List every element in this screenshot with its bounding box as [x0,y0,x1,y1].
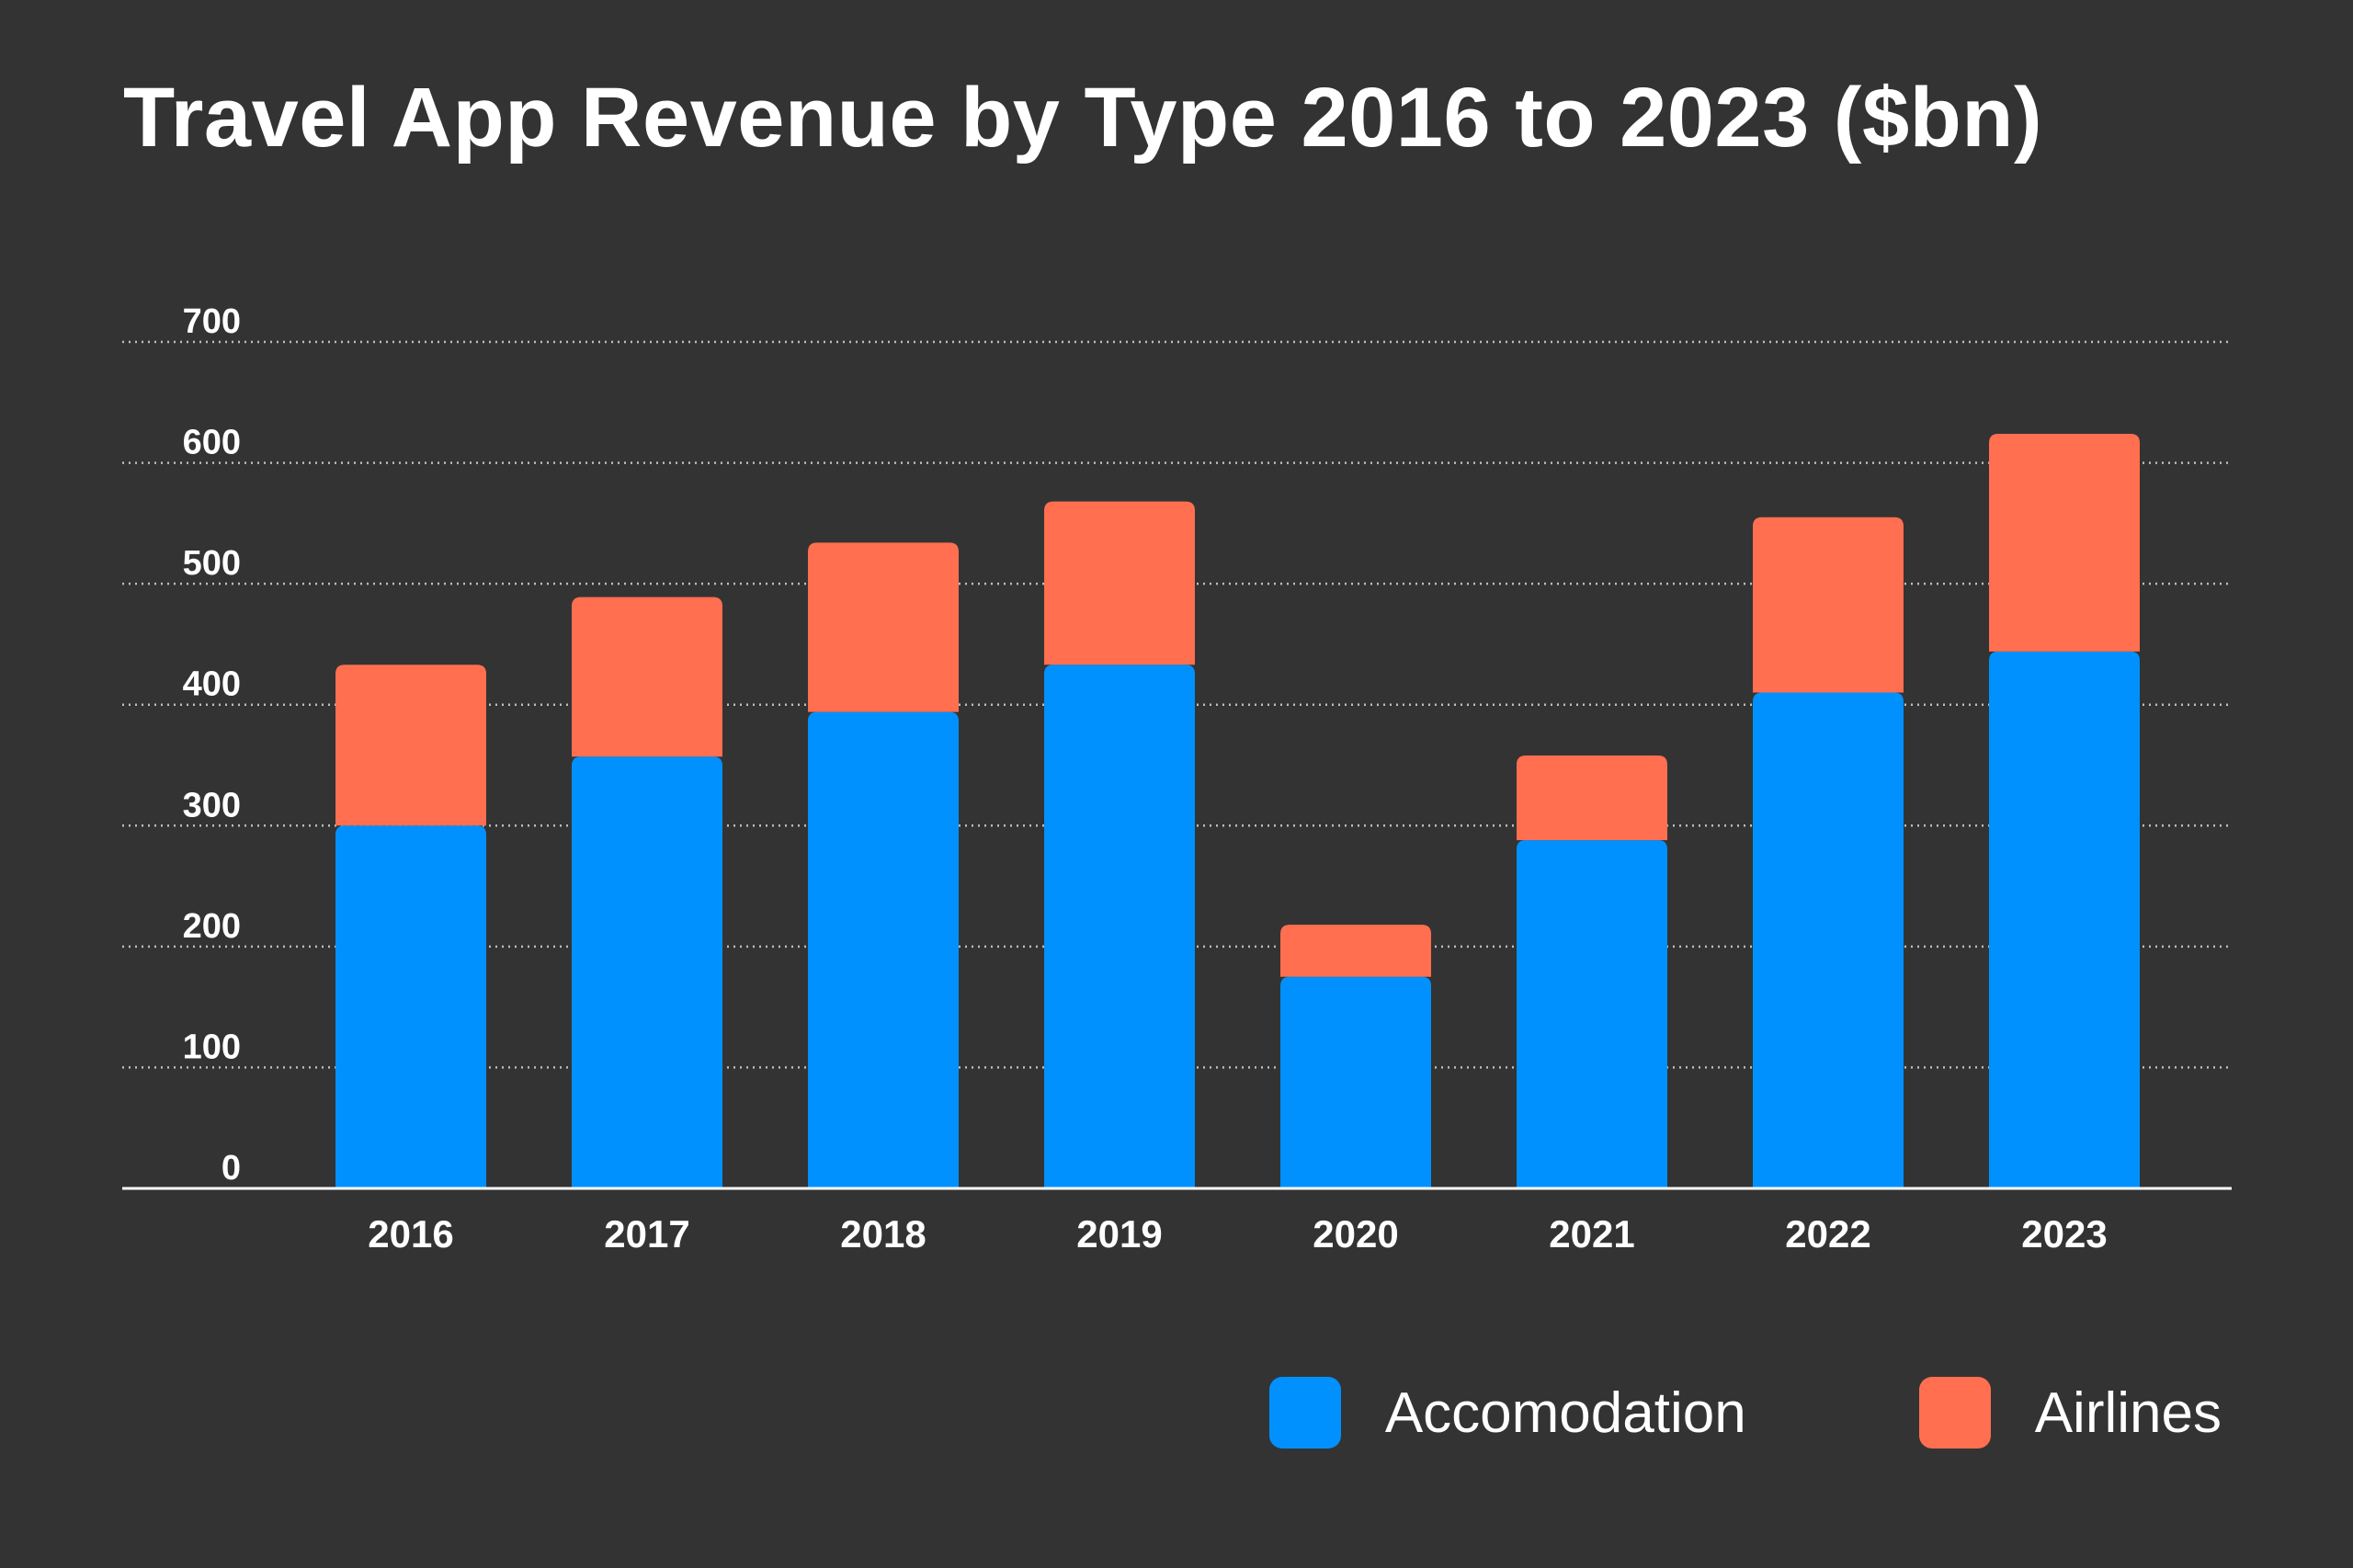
y-tick-label-200: 200 [183,907,241,946]
bar-airlines-2017 [572,597,722,757]
x-tick-label-2021: 2021 [1549,1212,1634,1256]
bar-airlines-2021 [1517,755,1667,841]
x-tick-label-2019: 2019 [1076,1212,1162,1256]
legend-swatch-airlines [1918,1377,1991,1449]
legend-swatch-accomodation [1268,1377,1341,1449]
y-tick-label-100: 100 [183,1028,241,1066]
bar-accomodation-2021 [1517,840,1667,1188]
bar-accomodation-2017 [572,756,722,1188]
x-tick-label-2022: 2022 [1785,1212,1870,1256]
legend-label-accomodation: Accomodation [1384,1381,1746,1445]
chart-legend: Accomodation Airlines [1268,1377,2222,1449]
x-tick-label-2016: 2016 [368,1212,453,1256]
bar-accomodation-2022 [1753,692,1904,1188]
y-tick-label-500: 500 [183,544,241,583]
bar-airlines-2023 [1989,433,2140,652]
x-tick-label-2023: 2023 [2021,1212,2107,1256]
y-tick-label-400: 400 [183,665,241,704]
legend-item-accomodation: Accomodation [1268,1377,1746,1449]
bar-accomodation-2023 [1989,651,2140,1188]
bar-airlines-2019 [1044,501,1195,665]
x-tick-label-2018: 2018 [840,1212,926,1256]
y-tick-label-0: 0 [222,1149,241,1187]
x-tick-label-2020: 2020 [1313,1212,1398,1256]
bar-accomodation-2020 [1280,976,1431,1188]
legend-label-airlines: Airlines [2034,1381,2222,1445]
bar-airlines-2016 [335,665,486,826]
bar-accomodation-2018 [808,711,959,1188]
y-tick-label-300: 300 [183,786,241,824]
bar-airlines-2020 [1280,925,1431,977]
bar-accomodation-2019 [1044,665,1195,1188]
chart-title: Travel App Revenue by Type 2016 to 2023 … [123,71,2043,165]
bar-airlines-2022 [1753,517,1904,693]
legend-item-airlines: Airlines [1918,1377,2222,1449]
y-tick-label-600: 600 [183,424,241,462]
y-tick-label-700: 700 [183,302,241,341]
bar-airlines-2018 [808,542,959,712]
bar-accomodation-2016 [335,825,486,1188]
x-tick-label-2017: 2017 [604,1212,689,1256]
